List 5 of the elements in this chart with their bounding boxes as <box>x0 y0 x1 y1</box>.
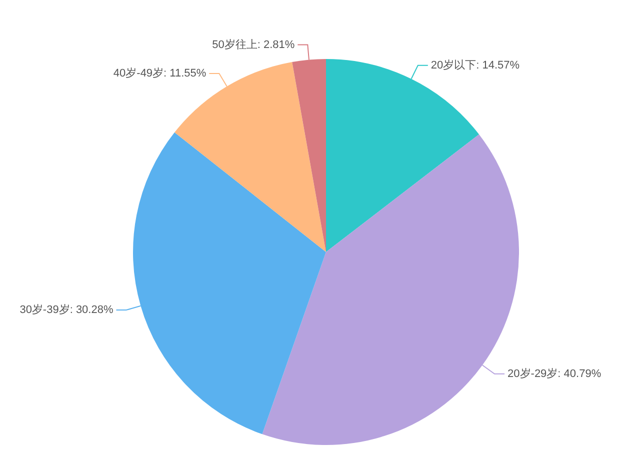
slice-label: 50岁往上: 2.81% <box>212 38 295 51</box>
slice-label: 20岁-29岁: 40.79% <box>508 368 602 380</box>
slice-label: 20岁以下: 14.57% <box>430 58 520 72</box>
slice-label: 30岁-39岁: 30.28% <box>20 304 114 316</box>
slice-label: 40岁-49岁: 11.55% <box>113 68 206 80</box>
